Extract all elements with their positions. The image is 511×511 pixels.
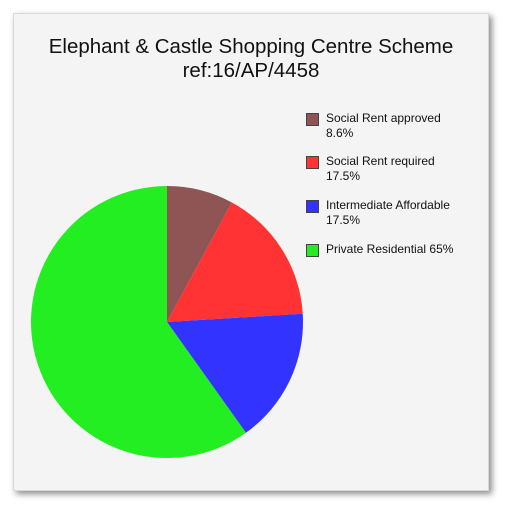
chart-panel: Elephant & Castle Shopping Centre Scheme… <box>13 13 489 491</box>
legend-swatch <box>306 200 319 213</box>
legend-swatch <box>306 156 319 169</box>
chart-title-line-2: ref:16/AP/4458 <box>182 59 320 82</box>
pie-chart <box>31 186 304 458</box>
pie-slice-social-rent-required <box>167 202 303 322</box>
legend-swatch <box>306 244 319 257</box>
pie-slice-intermediate-affordable <box>167 313 304 433</box>
legend-label: Intermediate Affordable <box>326 198 450 212</box>
chart-title: Elephant & Castle Shopping Centre Scheme… <box>14 35 488 83</box>
legend-value: 17.5% <box>326 213 361 227</box>
legend-value: 65% <box>429 242 454 256</box>
pie-slice-social-rent-approved <box>167 186 232 322</box>
legend-label: Social Rent required <box>326 154 435 168</box>
pie-slice-private-residential <box>31 186 246 458</box>
legend-swatch <box>306 113 319 126</box>
legend-label: Private Residential <box>326 242 427 256</box>
legend-value: 8.6% <box>326 126 354 140</box>
legend-value: 17.5% <box>326 169 361 183</box>
legend-label: Social Rent approved <box>326 111 441 125</box>
chart-title-line-1: Elephant & Castle Shopping Centre Scheme <box>48 35 454 58</box>
